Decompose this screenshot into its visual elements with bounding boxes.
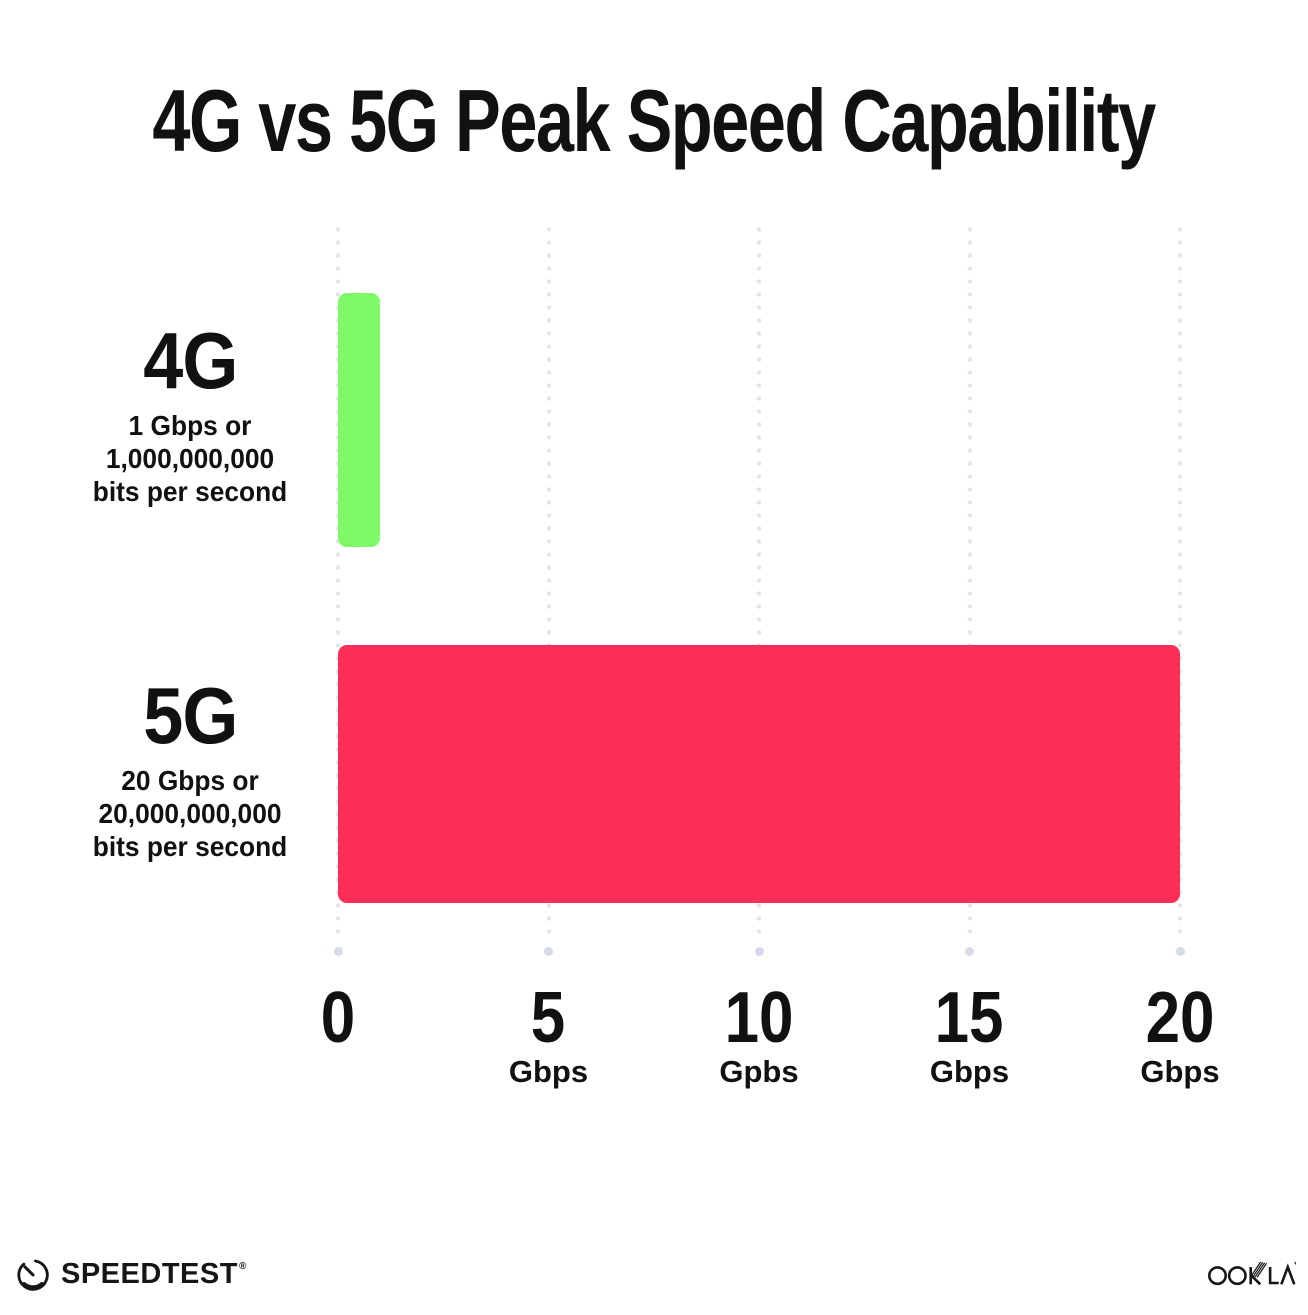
x-tick-unit: Gbps bbox=[1140, 1054, 1220, 1089]
x-tick-15: 15 Gbps bbox=[850, 982, 1090, 1087]
gridline-10 bbox=[754, 223, 764, 956]
row-label-5g: 5G 20 Gbps or 20,000,000,000 bits per se… bbox=[35, 676, 345, 863]
x-tick-unit: Gbps bbox=[929, 1054, 1010, 1089]
gridline-15 bbox=[965, 223, 974, 956]
x-tick-value: 15 bbox=[935, 978, 1004, 1058]
x-tick-value: 10 bbox=[724, 978, 794, 1058]
x-tick-value: 0 bbox=[320, 978, 356, 1058]
x-tick-value: 5 bbox=[531, 978, 566, 1058]
row-label-5g-subline: 20 Gbps or bbox=[121, 765, 259, 796]
bar-4g bbox=[338, 293, 381, 547]
x-tick-unit: Gpbs bbox=[719, 1054, 799, 1089]
gridline-20 bbox=[1175, 223, 1185, 956]
page-title-text: 4G vs 5G Peak Speed Capability bbox=[152, 70, 1157, 170]
row-label-4g-subline: 1 Gbps or bbox=[128, 410, 252, 441]
row-label-4g-subline: 1,000,000,000 bbox=[105, 443, 275, 474]
gridline-5 bbox=[544, 223, 553, 956]
gridline-0 bbox=[333, 223, 343, 956]
row-label-5g-subline: bits per second bbox=[92, 831, 288, 862]
ookla-logo bbox=[1208, 1260, 1297, 1292]
x-tick-0: 0 bbox=[218, 982, 458, 1054]
speedtest-logo: SPEEDTEST® bbox=[14, 1255, 247, 1293]
registered-mark: ® bbox=[238, 1260, 247, 1272]
x-tick-20: 20 Gbps bbox=[1060, 982, 1300, 1087]
ookla-wordmark-icon bbox=[1208, 1261, 1297, 1286]
row-label-4g-subline: bits per second bbox=[92, 476, 288, 507]
gauge-icon bbox=[17, 1259, 49, 1291]
speedtest-wordmark: SPEEDTEST® bbox=[61, 1257, 247, 1290]
gridline-end-dot bbox=[965, 947, 974, 956]
gridline-end-dot bbox=[544, 947, 553, 956]
gridline-end-dot bbox=[754, 947, 764, 956]
x-tick-unit: Gbps bbox=[508, 1054, 589, 1089]
page-title: 4G vs 5G Peak Speed Capability bbox=[0, 70, 1308, 170]
x-axis: 0 5 Gbps 10 Gpbs 15 Gbps 20 Gbps bbox=[321, 982, 1220, 1092]
row-label-5g-subtext: 20 Gbps or 20,000,000,000 bits per secon… bbox=[44, 764, 335, 863]
gridline-end-dot bbox=[1175, 947, 1185, 956]
row-label-4g-subtext: 1 Gbps or 1,000,000,000 bits per second bbox=[44, 409, 335, 508]
row-label-5g-subline: 20,000,000,000 bbox=[98, 798, 282, 829]
row-label-4g: 4G 1 Gbps or 1,000,000,000 bits per seco… bbox=[35, 321, 345, 508]
row-label-4g-title: 4G bbox=[142, 316, 238, 405]
gridline-end-dot bbox=[333, 947, 343, 956]
row-label-5g-title: 5G bbox=[142, 671, 238, 760]
plot-area bbox=[333, 223, 1185, 956]
x-tick-10: 10 Gpbs bbox=[639, 982, 879, 1087]
x-tick-5: 5 Gbps bbox=[429, 982, 669, 1087]
x-tick-value: 20 bbox=[1145, 978, 1215, 1058]
bar-5g bbox=[338, 645, 1180, 903]
